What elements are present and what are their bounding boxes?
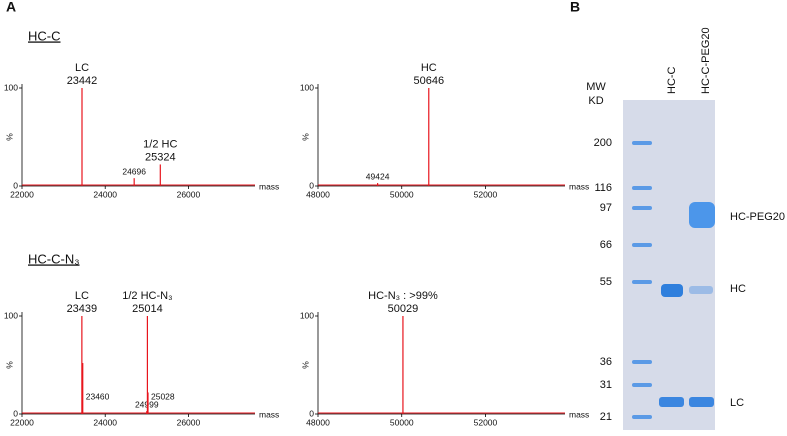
mw-label: 97 (600, 202, 612, 214)
peak-name: LC (75, 290, 89, 302)
ladder-band (632, 186, 652, 190)
peak-name: 1/2 HC (143, 138, 177, 150)
peak-mass: 23439 (67, 303, 98, 315)
x-tick-label: 24000 (93, 189, 117, 199)
mw-label: 200 (594, 137, 612, 149)
y-tick-label: 100 (4, 82, 18, 92)
band-label: LC (730, 397, 744, 409)
x-tick-label: 26000 (177, 189, 201, 199)
gel-band (689, 286, 713, 294)
band-label: HC (730, 283, 746, 295)
mw-label: 36 (600, 356, 612, 368)
peak-mass: 23442 (67, 75, 98, 87)
peak-name: HC (421, 62, 437, 74)
y-tick-label: 100 (300, 310, 314, 320)
peak-mass: 25324 (145, 151, 176, 163)
x-tick-label: 26000 (177, 417, 201, 427)
y-axis-label: % (300, 361, 310, 369)
y-tick-label: 0 (309, 180, 314, 190)
x-tick-label: 52000 (474, 189, 498, 199)
peak-mass: 25014 (132, 303, 163, 315)
peak-mass: 24696 (122, 166, 146, 176)
gel-band (689, 202, 715, 228)
y-tick-label: 0 (309, 408, 314, 418)
mw-label: 21 (600, 411, 612, 423)
x-tick-label: 50000 (390, 417, 414, 427)
section-title: HC-C (28, 28, 61, 43)
y-axis-label: % (4, 361, 14, 369)
mw-label: 66 (600, 239, 612, 251)
gel-band (659, 397, 684, 407)
x-tick-label: 50000 (390, 189, 414, 199)
panel-label: A (6, 0, 16, 15)
x-axis-label: mass (259, 181, 279, 191)
section-title: HC-C-N₃ (28, 251, 80, 266)
mw-header: MW (586, 81, 606, 93)
lane-label: HC-C (666, 66, 678, 94)
panel-label: B (570, 0, 580, 15)
peak-name: 1/2 HC-N₃ (122, 290, 172, 302)
peak-name: LC (75, 62, 89, 74)
mw-label: 31 (600, 379, 612, 391)
gel-band (661, 284, 683, 297)
ladder-band (632, 383, 652, 387)
y-tick-label: 0 (13, 180, 18, 190)
y-tick-label: 0 (13, 408, 18, 418)
x-tick-label: 52000 (474, 417, 498, 427)
peak-mass: 50029 (388, 303, 419, 315)
mw-label: 116 (594, 182, 612, 194)
mw-label: 55 (600, 276, 612, 288)
peak-mass: 23460 (86, 391, 110, 401)
ladder-band (632, 243, 652, 247)
y-axis-label: % (300, 133, 310, 141)
x-tick-label: 22000 (10, 189, 34, 199)
mw-header: KD (588, 95, 603, 107)
gel-band (689, 397, 714, 407)
peak-mass: 50646 (413, 75, 444, 87)
gel (623, 100, 715, 430)
ladder-band (632, 415, 652, 419)
x-tick-label: 48000 (306, 417, 330, 427)
peak-mass: 25028 (151, 391, 175, 401)
ladder-band (632, 360, 652, 364)
band-label: HC-PEG20 (730, 211, 785, 223)
x-tick-label: 48000 (306, 189, 330, 199)
y-tick-label: 100 (300, 82, 314, 92)
x-tick-label: 24000 (93, 417, 117, 427)
ladder-band (632, 141, 652, 145)
x-tick-label: 22000 (10, 417, 34, 427)
y-axis-label: % (4, 133, 14, 141)
y-tick-label: 100 (4, 310, 18, 320)
peak-name: HC-N₃ : >99% (368, 290, 438, 302)
ladder-band (632, 206, 652, 210)
ladder-band (632, 280, 652, 284)
x-axis-label: mass (569, 181, 589, 191)
peak-mass: 49424 (366, 171, 390, 181)
x-axis-label: mass (569, 409, 589, 419)
lane-label: HC-C-PEG20 (700, 27, 712, 94)
x-axis-label: mass (259, 409, 279, 419)
